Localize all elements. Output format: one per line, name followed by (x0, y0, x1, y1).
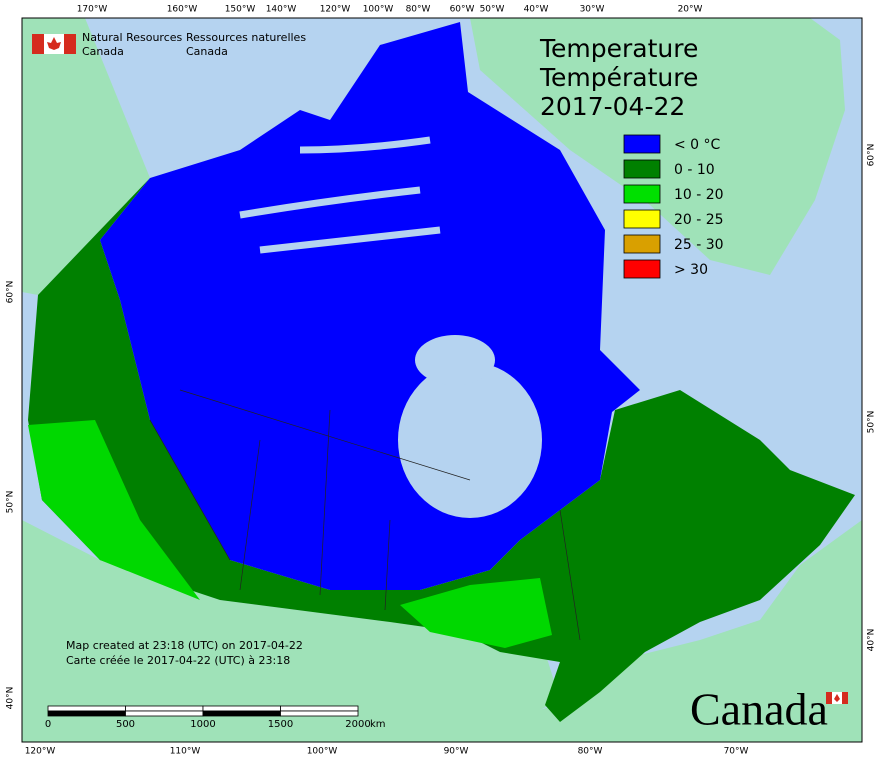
scale-unit: km (370, 719, 386, 730)
hudson-bay (398, 362, 542, 518)
channels (239, 136, 441, 254)
agency-name-fr: Ressources naturelles (186, 31, 306, 44)
map-note: Map created at 23:18 (UTC) on 2017-04-22 (66, 639, 303, 652)
scale-label: 0 (45, 719, 51, 730)
map-note: Carte créée le 2017-04-22 (UTC) à 23:18 (66, 654, 290, 667)
legend-label: < 0 °C (674, 137, 721, 153)
longitude-label: 50°W (480, 5, 505, 15)
scale-segment (280, 705, 359, 712)
longitude-label: 120°W (25, 747, 56, 757)
longitude-label: 40°W (524, 5, 549, 15)
longitude-label: 140°W (266, 5, 297, 15)
wordmark-flag (826, 692, 848, 704)
longitude-label: 90°W (444, 747, 469, 757)
flag (32, 34, 76, 54)
longitude-label: 150°W (225, 5, 256, 15)
legend-swatch (623, 159, 661, 179)
longitude-label: 110°W (170, 747, 201, 757)
legend-swatch (623, 184, 661, 204)
scale-label: 2000 (345, 719, 370, 730)
scale-segment (125, 710, 204, 717)
scale-label: 500 (116, 719, 135, 730)
latitude-label: 60°N (6, 281, 16, 304)
legend-label: > 30 (674, 262, 708, 278)
scale-segment (47, 705, 126, 712)
region-10-20-west (28, 420, 200, 600)
scale-segment (202, 705, 281, 712)
region-10-20-south (400, 578, 552, 648)
map-title: 2017-04-22 (540, 92, 685, 121)
longitude-label: 80°W (578, 747, 603, 757)
longitude-label: 160°W (167, 5, 198, 15)
legend-swatch (623, 134, 661, 154)
legend-label: 25 - 30 (674, 237, 724, 253)
longitude-label: 170°W (77, 5, 108, 15)
agency-name-en: Canada (82, 45, 124, 58)
scale-segment (47, 710, 126, 717)
agency-name-fr: Canada (186, 45, 228, 58)
scale-segment (202, 710, 281, 717)
longitude-label: 70°W (724, 747, 749, 757)
latitude-label: 50°N (867, 411, 877, 434)
legend-swatch (623, 209, 661, 229)
longitude-label: 60°W (450, 5, 475, 15)
latitude-label: 40°N (867, 629, 877, 652)
latitude-label: 50°N (6, 491, 16, 514)
land-alaska (22, 18, 150, 295)
legend-label: 0 - 10 (674, 162, 715, 178)
borders (149, 389, 581, 641)
legend-swatch (623, 259, 661, 279)
latitude-label: 60°N (867, 144, 877, 167)
frame (21, 17, 863, 743)
longitude-label: 80°W (406, 5, 431, 15)
agency-name-en: Natural Resources (82, 31, 183, 44)
region-0-10 (28, 178, 855, 722)
longitude-label: 120°W (320, 5, 351, 15)
map-title: Temperature (539, 34, 698, 63)
wordmark: Canada (690, 684, 828, 735)
legend-label: 20 - 25 (674, 212, 724, 228)
latitude-label: 40°N (6, 687, 16, 710)
scale-label: 1000 (190, 719, 215, 730)
note-bg (36, 618, 326, 670)
longitude-label: 100°W (363, 5, 394, 15)
foxe-basin (415, 335, 495, 385)
scale-segment (280, 710, 359, 717)
scale-segment (125, 705, 204, 712)
longitude-label: 100°W (307, 747, 338, 757)
longitude-label: 20°W (678, 5, 703, 15)
longitude-label: 30°W (580, 5, 605, 15)
legend-swatch (623, 234, 661, 254)
legend-label: 10 - 20 (674, 187, 724, 203)
map-title: Température (539, 63, 698, 92)
scale-label: 1500 (268, 719, 293, 730)
